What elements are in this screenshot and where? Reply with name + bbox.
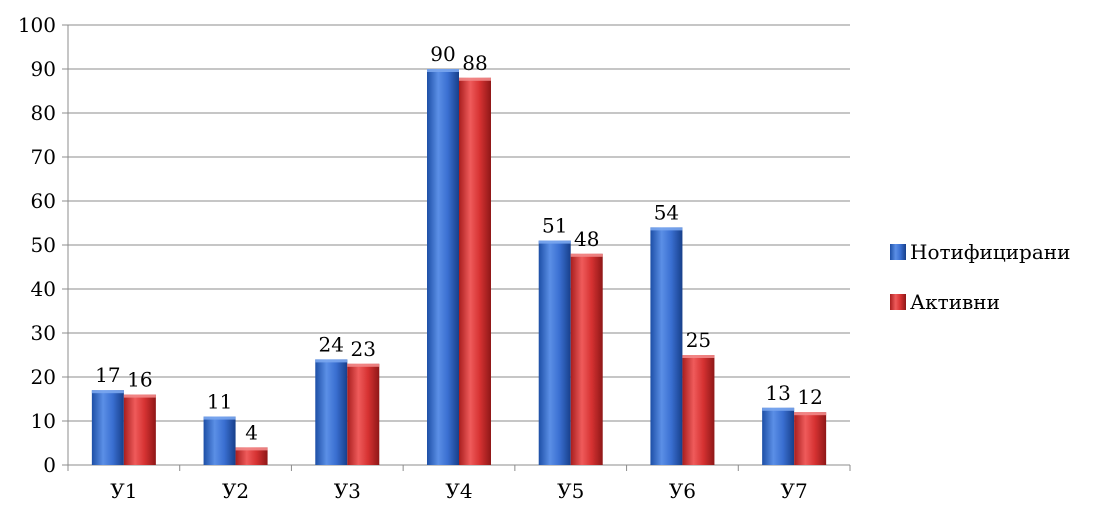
bar-cap bbox=[427, 69, 459, 72]
data-label: 54 bbox=[654, 200, 679, 224]
bar-series-2 bbox=[682, 355, 715, 465]
bar-series-1 bbox=[91, 390, 124, 465]
y-tick-label: 70 bbox=[31, 145, 56, 169]
bar-series-1 bbox=[315, 359, 348, 465]
y-tick-label: 20 bbox=[31, 365, 56, 389]
bar-series-2 bbox=[123, 394, 156, 465]
legend: Нотифицирани Активни bbox=[890, 240, 1070, 314]
bar-cap bbox=[235, 447, 268, 451]
data-label: 51 bbox=[542, 214, 567, 238]
x-tick-label: У7 bbox=[781, 479, 808, 503]
y-tick-label: 0 bbox=[43, 453, 56, 477]
legend-swatch bbox=[890, 244, 906, 260]
x-tick-label: У4 bbox=[445, 479, 472, 503]
y-tick-label: 50 bbox=[31, 233, 56, 257]
bars bbox=[91, 69, 827, 466]
bar-cap bbox=[650, 227, 683, 231]
data-label: 16 bbox=[127, 368, 152, 392]
bar-series-1 bbox=[650, 227, 683, 465]
x-tick-label: У5 bbox=[557, 479, 584, 503]
legend-label: Нотифицирани bbox=[910, 240, 1070, 264]
data-label: 25 bbox=[686, 328, 711, 352]
bar-cap bbox=[538, 240, 571, 244]
y-tick-label: 10 bbox=[31, 409, 56, 433]
data-label: 17 bbox=[95, 363, 120, 387]
data-label: 4 bbox=[245, 420, 258, 444]
x-tick-label: У1 bbox=[110, 479, 137, 503]
x-tick-label: У6 bbox=[669, 479, 696, 503]
data-label: 48 bbox=[574, 227, 599, 251]
y-tick-label: 100 bbox=[18, 13, 56, 37]
bar-series-1 bbox=[538, 240, 571, 465]
bar-cap bbox=[570, 253, 603, 257]
bar-cap bbox=[347, 363, 380, 367]
bar-series-2 bbox=[459, 77, 491, 466]
legend-swatch bbox=[890, 294, 906, 310]
bar-cap bbox=[682, 355, 715, 358]
legend-label: Активни bbox=[910, 290, 1000, 314]
data-labels: 17 11 24 90 51 54 13 16 4 23 88 48 25 12 bbox=[95, 42, 823, 444]
x-tick-label: У3 bbox=[334, 479, 361, 503]
data-label: 24 bbox=[319, 332, 344, 356]
bar-series-1 bbox=[762, 407, 795, 465]
bar-cap bbox=[203, 416, 236, 420]
y-tick-label: 90 bbox=[31, 57, 56, 81]
bar-cap bbox=[315, 359, 348, 363]
bar-series-1 bbox=[427, 69, 459, 465]
data-label: 88 bbox=[462, 51, 487, 75]
bar-cap bbox=[91, 390, 124, 394]
bar-cap bbox=[794, 412, 827, 416]
data-label: 90 bbox=[430, 42, 455, 66]
bar-series-2 bbox=[794, 412, 827, 465]
y-tick-label: 40 bbox=[31, 277, 56, 301]
bar-series-2 bbox=[570, 253, 603, 465]
axes: 0 10 20 30 40 50 60 70 80 90 100 У1 У2 У3 У4 У5 У6 У7 bbox=[18, 13, 851, 503]
data-label: 13 bbox=[765, 381, 790, 405]
bar-series-2 bbox=[235, 447, 268, 465]
y-tick-label: 30 bbox=[31, 321, 56, 345]
bar-cap bbox=[762, 407, 795, 411]
bar-series-2 bbox=[347, 363, 380, 465]
bar-series-1 bbox=[203, 416, 236, 465]
data-label: 12 bbox=[797, 385, 822, 409]
data-label: 11 bbox=[207, 390, 232, 414]
bar-cap bbox=[123, 394, 156, 398]
y-tick-label: 60 bbox=[31, 189, 56, 213]
x-tick-label: У2 bbox=[222, 479, 249, 503]
data-label: 23 bbox=[351, 337, 376, 361]
y-tick-label: 80 bbox=[31, 101, 56, 125]
bar-cap bbox=[459, 77, 491, 81]
